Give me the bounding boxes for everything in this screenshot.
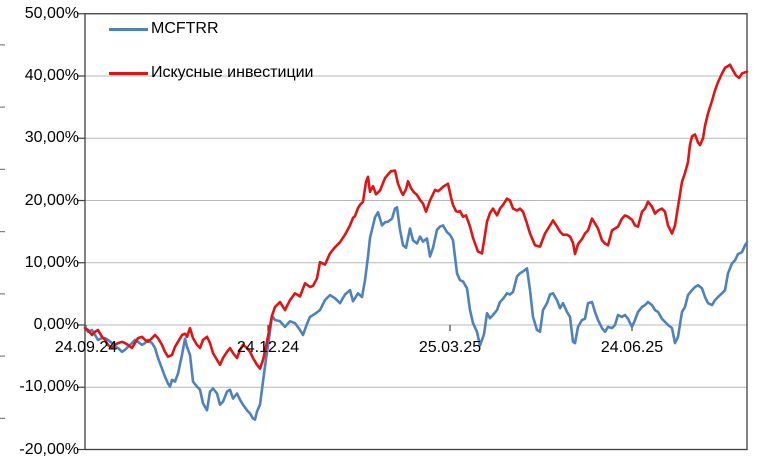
y-axis-label: 20,00%	[24, 191, 79, 209]
y-axis-label: -20,00%	[19, 440, 79, 458]
mcftrr-line-swatch-icon	[109, 27, 148, 31]
y-axis-label: 50,00%	[24, 4, 79, 22]
legend-label-iskusnye: Искусные инвестиции	[151, 64, 314, 81]
legend-item-mcftrr: MCFTRR	[109, 19, 313, 39]
iskusnye-line-swatch-icon	[109, 71, 148, 75]
y-axis-label: -10,00%	[19, 378, 79, 396]
series-line-mcftrr	[83, 206, 749, 421]
legend-item-iskusnye: Искусные инвестиции	[109, 63, 313, 83]
y-axis-label: 30,00%	[24, 129, 79, 147]
x-axis-label: 24.09.24	[54, 339, 118, 356]
legend-label-mcftrr: MCFTRR	[151, 20, 219, 37]
series-line-iskusnye	[83, 63, 749, 370]
x-axis-label: 25.03.25	[418, 339, 482, 356]
y-axis-label: 40,00%	[24, 67, 79, 84]
chart-legend: MCFTRR Искусные инвестиции	[109, 19, 313, 107]
x-axis-label: 24.12.24	[236, 339, 300, 356]
x-axis-label: 24.06.25	[600, 339, 664, 356]
y-axis-label: 0,00%	[33, 316, 79, 333]
y-axis-label: 10,00%	[24, 253, 79, 271]
